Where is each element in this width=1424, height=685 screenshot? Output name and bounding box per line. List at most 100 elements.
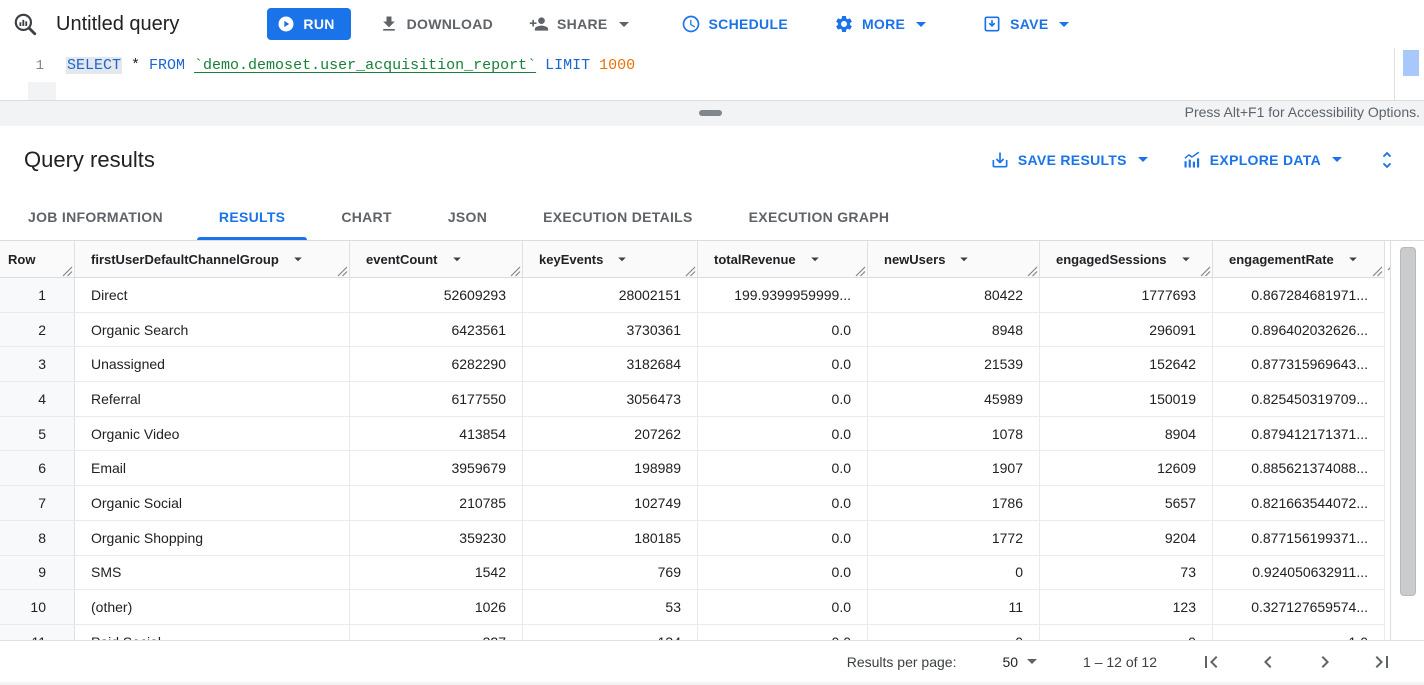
table-cell: 0.0 bbox=[698, 382, 868, 416]
next-page-button[interactable] bbox=[1313, 650, 1337, 674]
row-number-cell: 3 bbox=[0, 347, 75, 382]
download-label: DOWNLOAD bbox=[406, 16, 494, 32]
tab-job-information[interactable]: JOB INFORMATION bbox=[28, 208, 163, 225]
table-cell: 0.0 bbox=[698, 520, 868, 555]
table-header-row: Row firstUserDefaultChannelGroup eventCoun… bbox=[0, 241, 1385, 278]
table-cell: 0.896402032626... bbox=[1213, 312, 1385, 347]
previous-page-button[interactable] bbox=[1256, 650, 1280, 674]
table-cell: Paid Social bbox=[75, 624, 350, 640]
page-size-select[interactable]: 50 bbox=[1002, 654, 1038, 670]
column-header-totalRevenue[interactable]: totalRevenue bbox=[698, 241, 868, 277]
column-header-label: totalRevenue bbox=[714, 251, 796, 267]
column-sort-dropdown-icon[interactable] bbox=[806, 250, 824, 268]
table-row: 9 SMS 1542 769 0.0 0 73 0.924050632911... bbox=[0, 555, 1385, 591]
table-cell: 52609293 bbox=[350, 278, 523, 312]
column-sort-dropdown-icon[interactable] bbox=[1344, 250, 1362, 268]
save-label: SAVE bbox=[1010, 16, 1049, 32]
bigquery-query-icon bbox=[12, 11, 38, 37]
editor-scrollbar-track[interactable] bbox=[1394, 48, 1424, 100]
column-header-label: eventCount bbox=[366, 251, 438, 267]
more-button[interactable]: MORE bbox=[820, 6, 940, 42]
table-row: 11Paid Social3271340.0091.0 bbox=[0, 624, 1385, 640]
run-button[interactable]: RUN bbox=[267, 8, 351, 40]
table-cell: 3182684 bbox=[523, 347, 698, 382]
column-resize-grip[interactable] bbox=[1027, 265, 1038, 277]
first-page-icon bbox=[1199, 650, 1223, 674]
last-page-button[interactable] bbox=[1370, 650, 1394, 674]
table-scrollbar-track[interactable] bbox=[1390, 241, 1424, 640]
results-per-page-label: Results per page: bbox=[846, 653, 957, 670]
column-header-newUsers[interactable]: newUsers bbox=[868, 241, 1040, 277]
table-cell: 0.0 bbox=[698, 451, 868, 486]
column-sort-dropdown-icon[interactable] bbox=[289, 250, 307, 268]
column-sort-dropdown-icon[interactable] bbox=[613, 250, 631, 268]
chevron-down-icon bbox=[1332, 157, 1342, 162]
tab-chart[interactable]: CHART bbox=[341, 208, 392, 225]
column-header-keyEvents[interactable]: keyEvents bbox=[523, 241, 698, 277]
table-cell: 359230 bbox=[350, 520, 523, 555]
table-row: 5 Organic Video 413854 207262 0.0 1078 8904 0.8… bbox=[0, 416, 1385, 452]
column-resize-grip[interactable] bbox=[1372, 265, 1383, 277]
column-header-label: engagedSessions bbox=[1056, 251, 1167, 267]
column-resize-grip[interactable] bbox=[337, 265, 348, 277]
table-cell: 1772 bbox=[868, 520, 1040, 555]
table-cell: 0.327127659574... bbox=[1213, 590, 1385, 624]
column-sort-dropdown-icon[interactable] bbox=[1177, 250, 1195, 268]
panel-splitter: Press Alt+F1 for Accessibility Options. bbox=[0, 100, 1424, 126]
column-header-firstUserDefaultChannelGroup[interactable]: firstUserDefaultChannelGroup bbox=[75, 241, 350, 277]
download-button[interactable]: DOWNLOAD bbox=[365, 6, 507, 42]
editor-scrollbar-thumb[interactable] bbox=[1403, 50, 1419, 76]
results-actions: SAVE RESULTS EXPLORE DATA bbox=[990, 149, 1398, 171]
explore-data-label: EXPLORE DATA bbox=[1209, 151, 1321, 168]
tab-execution-graph[interactable]: EXECUTION GRAPH bbox=[748, 208, 890, 225]
column-resize-grip[interactable] bbox=[510, 265, 521, 277]
column-header-engagedSessions[interactable]: engagedSessions bbox=[1040, 241, 1213, 277]
column-resize-grip[interactable] bbox=[855, 265, 866, 277]
save-results-button[interactable]: SAVE RESULTS bbox=[990, 150, 1148, 170]
explore-data-button[interactable]: EXPLORE DATA bbox=[1182, 150, 1342, 170]
row-number-cell: 10 bbox=[0, 590, 75, 624]
table-cell: 80422 bbox=[868, 278, 1040, 312]
table-row: 2 Organic Search 6423561 3730361 0.0 8948 2960… bbox=[0, 312, 1385, 348]
column-resize-grip[interactable] bbox=[1200, 265, 1211, 277]
table-cell: 11 bbox=[868, 590, 1040, 624]
sql-code-line[interactable]: SELECT * FROM `demo.demoset.user_acquisitio… bbox=[66, 55, 635, 77]
table-cell: 769 bbox=[523, 555, 698, 590]
table-row: 8 Organic Shopping 359230 180185 0.0 1772 9204… bbox=[0, 520, 1385, 556]
bottom-scrollbar-strip bbox=[0, 682, 1424, 685]
row-number-cell: 1 bbox=[0, 278, 75, 312]
panel-resize-handle[interactable] bbox=[699, 110, 722, 116]
expand-results-button[interactable] bbox=[1376, 149, 1398, 171]
table-cell: 0 bbox=[868, 555, 1040, 590]
column-header-engagementRate[interactable]: engagementRate bbox=[1213, 241, 1385, 277]
column-resize-grip[interactable] bbox=[62, 265, 73, 277]
save-button[interactable]: SAVE bbox=[968, 6, 1083, 42]
table-cell: 0.0 bbox=[698, 486, 868, 520]
table-cell: 28002151 bbox=[523, 278, 698, 312]
table-cell: Direct bbox=[75, 278, 350, 312]
table-cell: 9204 bbox=[1040, 520, 1213, 555]
table-cell: 6282290 bbox=[350, 347, 523, 382]
schedule-button[interactable]: SCHEDULE bbox=[667, 6, 802, 42]
table-cell: 0.879412171371... bbox=[1213, 416, 1385, 451]
table-cell: 0.821663544072... bbox=[1213, 486, 1385, 520]
share-button[interactable]: SHARE bbox=[515, 6, 643, 42]
column-sort-dropdown-icon[interactable] bbox=[955, 250, 973, 268]
tab-execution-details[interactable]: EXECUTION DETAILS bbox=[543, 208, 693, 225]
column-sort-dropdown-icon[interactable] bbox=[448, 250, 466, 268]
tab-results[interactable]: RESULTS bbox=[191, 193, 313, 240]
table-row: 7 Organic Social 210785 102749 0.0 1786 5657 0.… bbox=[0, 486, 1385, 521]
table-cell: SMS bbox=[75, 555, 350, 590]
table-cell: 0.877156199371... bbox=[1213, 520, 1385, 555]
column-header-Row[interactable]: Row bbox=[0, 241, 75, 277]
query-results-header: Query results SAVE RESULTS bbox=[0, 126, 1424, 193]
sql-table-reference-link[interactable]: `demo.demoset.user_acquisition_report` bbox=[194, 57, 537, 74]
sql-editor[interactable]: 1 SELECT * FROM `demo.demoset.user_acquisit… bbox=[0, 48, 1424, 100]
tab-json[interactable]: JSON bbox=[447, 208, 488, 225]
table-scrollbar-thumb[interactable] bbox=[1400, 247, 1416, 596]
column-resize-grip[interactable] bbox=[685, 265, 696, 277]
column-header-eventCount[interactable]: eventCount bbox=[350, 241, 523, 277]
table-cell: (other) bbox=[75, 590, 350, 624]
first-page-button[interactable] bbox=[1199, 650, 1223, 674]
